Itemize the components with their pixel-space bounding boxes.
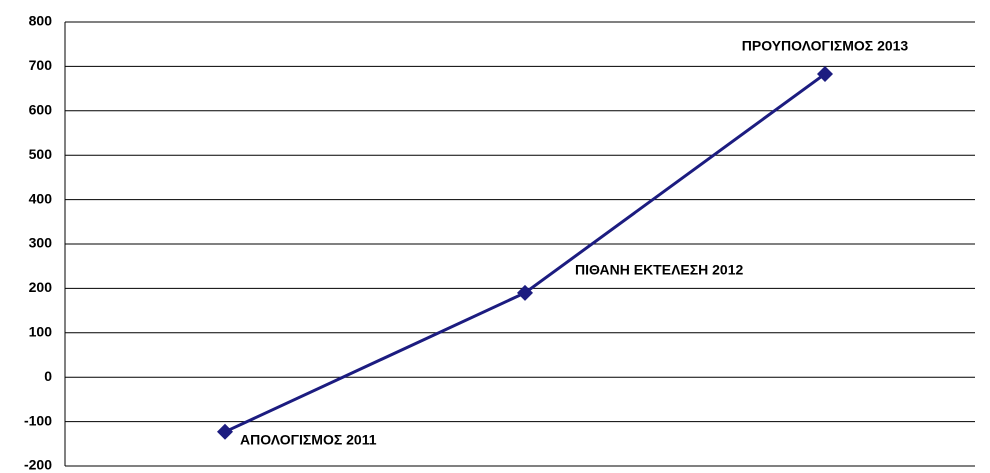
y-tick-label: 600 bbox=[29, 102, 53, 118]
line bbox=[224, 72, 826, 434]
marker bbox=[817, 65, 833, 82]
y-tick-label: -100 bbox=[24, 412, 52, 428]
y-tick-label: 800 bbox=[29, 13, 53, 29]
y-tick-label: 200 bbox=[29, 279, 53, 295]
y-tick-label: 500 bbox=[29, 146, 53, 162]
y-tick-label: 300 bbox=[29, 235, 53, 251]
y-tick-label: 400 bbox=[29, 190, 53, 206]
y-tick-label: 100 bbox=[29, 324, 53, 340]
y-tick-label: 0 bbox=[44, 368, 52, 384]
marker bbox=[217, 423, 233, 440]
marker bbox=[517, 284, 533, 301]
point-label: ΠΙΘΑΝΗ ΕΚΤΕΛΕΣΗ 2012 bbox=[575, 262, 744, 278]
point-label: ΠΡΟΥΠΟΛΟΓΙΣΜΟΣ 2013 bbox=[742, 38, 909, 54]
point-label: ΑΠΟΛΟΓΙΣΜΟΣ 2011 bbox=[240, 432, 377, 448]
y-tick-label: 700 bbox=[29, 57, 53, 73]
y-tick-label: -200 bbox=[24, 457, 52, 473]
